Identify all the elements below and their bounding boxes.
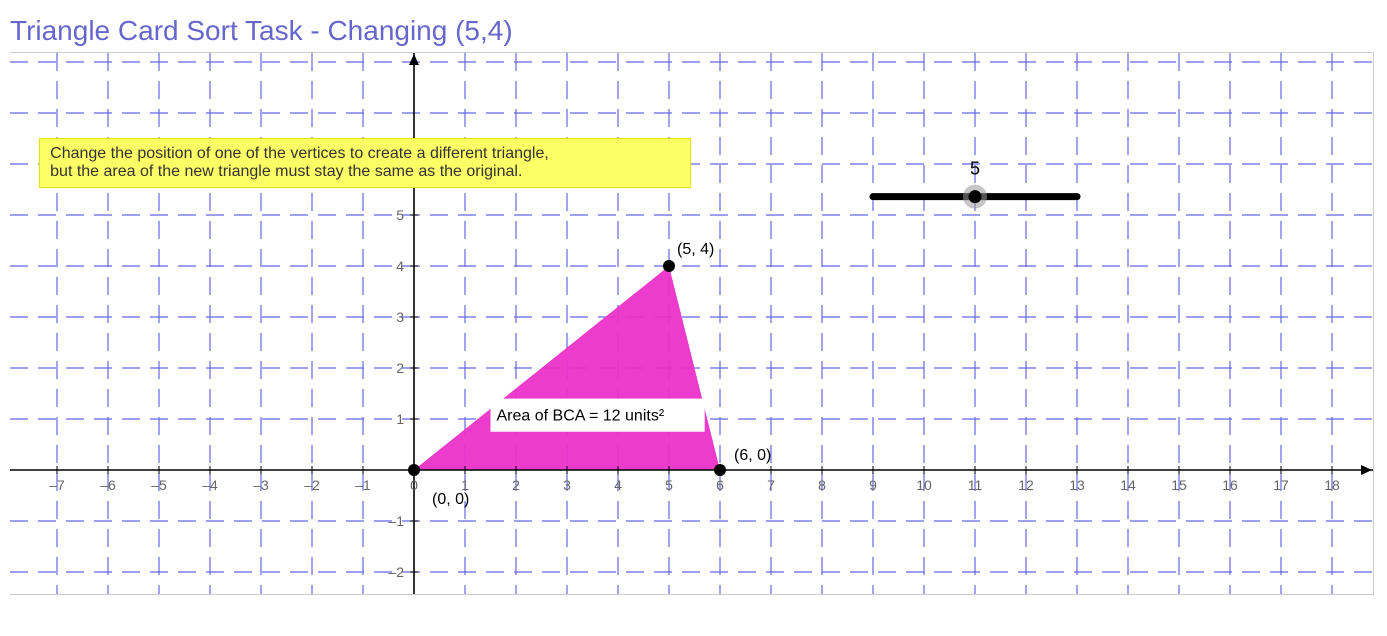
triangle-vertex[interactable]	[714, 464, 726, 476]
y-tick-label: 4	[396, 258, 404, 274]
x-tick-label: 6	[716, 477, 724, 493]
y-tick-label: –1	[388, 513, 404, 529]
area-label: Area of BCA = 12 units²	[497, 408, 665, 425]
vertex-label: (5, 4)	[677, 241, 714, 258]
x-tick-label: 7	[767, 477, 775, 493]
y-tick-label: 5	[396, 207, 404, 223]
instruction-line-2: but the area of the new triangle must st…	[50, 163, 522, 180]
x-tick-label: 17	[1273, 477, 1289, 493]
vertex-label: (0, 0)	[432, 491, 469, 508]
x-tick-label: –2	[304, 477, 320, 493]
x-tick-label: 3	[563, 477, 571, 493]
coordinate-plane[interactable]: Area of BCA = 12 units²–7–6–5–4–3–2–1012…	[10, 52, 1387, 595]
instruction-box: Change the position of one of the vertic…	[39, 138, 691, 188]
x-tick-label: 12	[1018, 477, 1034, 493]
page-title: Triangle Card Sort Task - Changing (5,4)	[0, 0, 1387, 52]
x-tick-label: 8	[818, 477, 826, 493]
x-tick-label: 10	[916, 477, 932, 493]
x-tick-label: 15	[1171, 477, 1187, 493]
x-tick-label: –7	[49, 477, 65, 493]
slider-handle-dot[interactable]	[969, 190, 982, 203]
x-tick-label: 0	[410, 477, 418, 493]
x-tick-label: 14	[1120, 477, 1136, 493]
x-tick-label: 4	[614, 477, 622, 493]
x-tick-label: 11	[968, 477, 983, 493]
x-tick-label: –1	[355, 477, 371, 493]
vertex-label: (6, 0)	[734, 447, 771, 464]
x-tick-label: –6	[100, 477, 116, 493]
triangle-vertex[interactable]	[663, 260, 675, 272]
slider-value-label: 5	[970, 159, 980, 179]
x-tick-label: 13	[1069, 477, 1085, 493]
x-tick-label: –4	[202, 477, 218, 493]
x-tick-label: 2	[512, 477, 520, 493]
x-tick-label: 16	[1222, 477, 1238, 493]
x-tick-label: 5	[665, 477, 673, 493]
y-tick-label: –2	[388, 564, 404, 580]
x-tick-label: 9	[869, 477, 877, 493]
x-tick-label: 18	[1324, 477, 1340, 493]
y-tick-label: 1	[396, 411, 404, 427]
y-tick-label: 3	[396, 309, 404, 325]
instruction-line-1: Change the position of one of the vertic…	[50, 145, 549, 162]
x-tick-label: –3	[253, 477, 269, 493]
x-tick-label: –5	[151, 477, 167, 493]
y-tick-label: 2	[396, 360, 404, 376]
triangle-vertex[interactable]	[408, 464, 420, 476]
